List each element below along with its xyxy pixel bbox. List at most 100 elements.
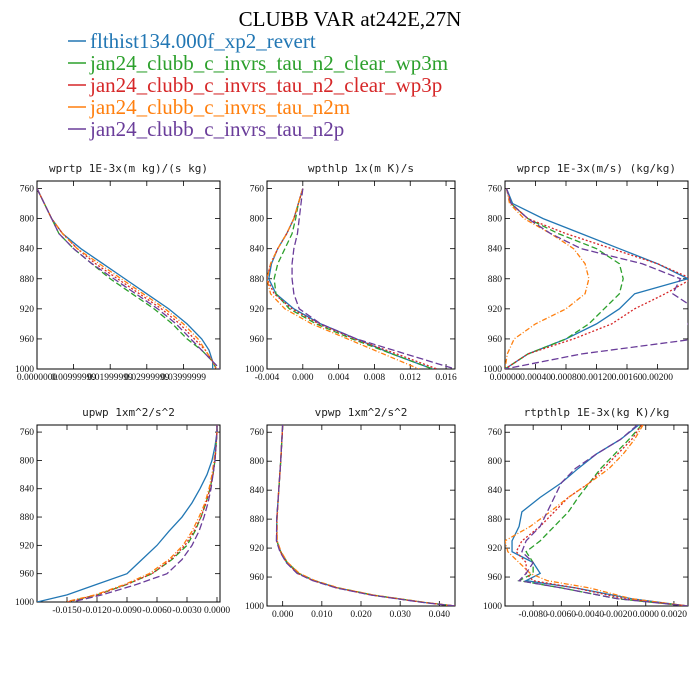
- panel-5: vpwp 1xm^2/s^2 760 800 840 880 920 960 1000 0.00…: [245, 406, 456, 620]
- series-line-3: [276, 425, 455, 606]
- x-tick-label: -0.0060: [142, 606, 172, 616]
- y-tick-label: 760: [250, 428, 265, 438]
- legend-label: jan24_clubb_c_invrs_tau_n2m: [89, 95, 350, 119]
- x-tick-label: 0.010: [311, 610, 333, 620]
- series-line-2: [505, 188, 624, 369]
- x-tick-label: 0.00040: [520, 373, 551, 383]
- x-tick-label: 0.01999999: [88, 373, 133, 383]
- x-tick-label: 0.00160: [612, 373, 643, 383]
- plot-frame: [36, 424, 221, 603]
- panel-6: rtpthlp 1E-3x(kg K)/kg 760 800 840 880 920 960…: [483, 406, 689, 620]
- legend: flthist134.000f_xp2_revertjan24_clubb_c_…: [68, 29, 448, 141]
- x-tick-label: 0.0020: [661, 610, 687, 620]
- x-tick-label: 0.00200: [642, 373, 673, 383]
- series-line-4: [37, 188, 217, 369]
- series-line-3: [515, 425, 688, 606]
- y-tick-label: 960: [20, 570, 35, 580]
- series-line-1: [37, 188, 214, 369]
- series-line-3: [37, 188, 217, 369]
- y-tick-label: 800: [250, 215, 265, 225]
- x-tick-label: -0.0030: [172, 606, 202, 616]
- plot-frame: [266, 424, 456, 607]
- y-tick-label: 800: [20, 215, 35, 225]
- legend-entry: flthist134.000f_xp2_revert: [68, 29, 316, 53]
- y-tick-label: 840: [488, 245, 503, 255]
- x-tick-label: -0.0040: [575, 610, 605, 620]
- series-group: [37, 425, 218, 602]
- legend-entry: jan24_clubb_c_invrs_tau_n2_clear_wp3m: [68, 51, 448, 75]
- y-tick-label: 1000: [15, 598, 34, 608]
- x-tick-label: 0.02999999: [124, 373, 169, 383]
- x-tick-label: -0.0120: [82, 606, 112, 616]
- x-tick-label: -0.0060: [547, 610, 577, 620]
- x-tick-label: 0.03999999: [161, 373, 206, 383]
- x-tick-label: 0.0000000: [17, 373, 58, 383]
- panel-3: wprcp 1E-3x(m/s) (kg/kg) 760 800 840 880 920 9…: [483, 162, 689, 383]
- series-line-1: [505, 188, 688, 369]
- series-line-2: [66, 425, 218, 602]
- series-line-5: [37, 188, 220, 369]
- x-tick-label: -0.0020: [603, 610, 633, 620]
- series-group: [267, 188, 455, 369]
- y-tick-label: 960: [488, 335, 503, 345]
- panels: wprtp 1E-3x(m kg)/(s kg) 760 800 840 880 920 9…: [15, 162, 689, 620]
- figure-title: CLUBB VAR at242E,27N: [239, 7, 462, 31]
- y-tick-label: 960: [488, 573, 503, 583]
- panel-2: wpthlp 1x(m K)/s 760 800 840 880 920 960 1000-0…: [245, 162, 457, 383]
- y-tick-label: 1000: [245, 365, 264, 375]
- series-line-4: [64, 425, 218, 602]
- series-line-2: [517, 425, 688, 606]
- legend-entry: jan24_clubb_c_invrs_tau_n2m: [68, 95, 350, 119]
- y-tick-label: 840: [250, 245, 265, 255]
- x-tick-label: -0.0090: [112, 606, 142, 616]
- x-tick-label: 0.000: [272, 610, 294, 620]
- y-tick-label: 1000: [245, 602, 264, 612]
- legend-entry: jan24_clubb_c_invrs_tau_n2p: [68, 117, 344, 141]
- y-tick-label: 840: [20, 485, 35, 495]
- y-tick-label: 840: [250, 486, 265, 496]
- series-line-2: [273, 188, 433, 369]
- y-tick-label: 880: [20, 513, 35, 523]
- y-tick-label: 760: [488, 185, 503, 195]
- panel-title: wprtp 1E-3x(m kg)/(s kg): [49, 162, 208, 175]
- series-line-1: [276, 425, 455, 606]
- legend-label: jan24_clubb_c_invrs_tau_n2_clear_wp3m: [89, 51, 448, 75]
- x-tick-label: 0.030: [389, 610, 411, 620]
- series-line-2: [276, 425, 455, 606]
- y-tick-label: 800: [250, 457, 265, 467]
- series-line-1: [37, 425, 218, 602]
- series-group: [505, 188, 688, 369]
- series-line-5: [505, 188, 688, 369]
- x-tick-label: -0.0080: [519, 610, 549, 620]
- y-tick-label: 920: [488, 305, 503, 315]
- series-line-5: [275, 425, 455, 606]
- plot-frame: [266, 180, 456, 370]
- y-tick-label: 920: [488, 544, 503, 554]
- plot-frame: [36, 180, 221, 370]
- plot-frame: [504, 424, 689, 607]
- y-tick-label: 1000: [483, 602, 502, 612]
- y-tick-label: 760: [20, 428, 35, 438]
- series-group: [37, 188, 220, 369]
- x-tick-label: 0.0000: [633, 610, 659, 620]
- panel-title: upwp 1xm^2/s^2: [82, 406, 175, 419]
- series-group: [275, 425, 455, 606]
- y-tick-label: 960: [20, 335, 35, 345]
- y-tick-label: 960: [250, 573, 265, 583]
- series-line-4: [267, 188, 420, 369]
- series-line-4: [505, 425, 688, 606]
- series-line-3: [505, 188, 688, 369]
- y-tick-label: 800: [488, 215, 503, 225]
- y-tick-label: 920: [250, 305, 265, 315]
- y-tick-label: 1000: [483, 365, 502, 375]
- x-tick-label: 0.008: [364, 373, 386, 383]
- x-tick-label: -0.004: [255, 373, 280, 383]
- y-tick-label: 920: [20, 305, 35, 315]
- y-tick-label: 880: [20, 275, 35, 285]
- y-tick-label: 840: [20, 245, 35, 255]
- y-tick-label: 880: [488, 275, 503, 285]
- series-line-5: [291, 188, 455, 369]
- y-tick-label: 880: [250, 275, 265, 285]
- panel-4: upwp 1xm^2/s^2 760 800 840 880 920 960 1000 -0.0…: [15, 406, 230, 616]
